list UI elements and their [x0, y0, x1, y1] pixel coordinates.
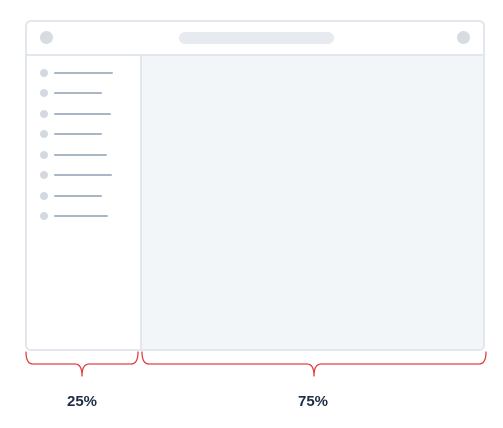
sidebar-width-brace — [25, 351, 139, 377]
main-content-area — [142, 56, 483, 349]
bullet-icon — [40, 212, 48, 220]
sidebar-share-label: 25% — [66, 393, 98, 410]
text-placeholder-line — [54, 113, 111, 115]
text-placeholder-line — [54, 133, 102, 135]
text-placeholder-line — [54, 174, 112, 176]
window-control-right-icon — [457, 31, 470, 44]
bullet-icon — [40, 151, 48, 159]
bullet-icon — [40, 171, 48, 179]
bullet-icon — [40, 69, 48, 77]
browser-window-mockup — [25, 20, 485, 351]
text-placeholder-line — [54, 92, 102, 94]
bullet-icon — [40, 89, 48, 97]
window-titlebar — [27, 22, 483, 56]
window-control-left-icon — [40, 31, 53, 44]
content-width-brace — [141, 351, 487, 377]
text-placeholder-line — [54, 72, 113, 74]
bullet-icon — [40, 130, 48, 138]
address-bar-placeholder — [179, 32, 334, 44]
text-placeholder-line — [54, 195, 102, 197]
sidebar-panel — [27, 56, 142, 349]
bullet-icon — [40, 192, 48, 200]
text-placeholder-line — [54, 154, 107, 156]
content-share-label: 75% — [297, 393, 329, 410]
text-placeholder-line — [54, 215, 108, 217]
bullet-icon — [40, 110, 48, 118]
